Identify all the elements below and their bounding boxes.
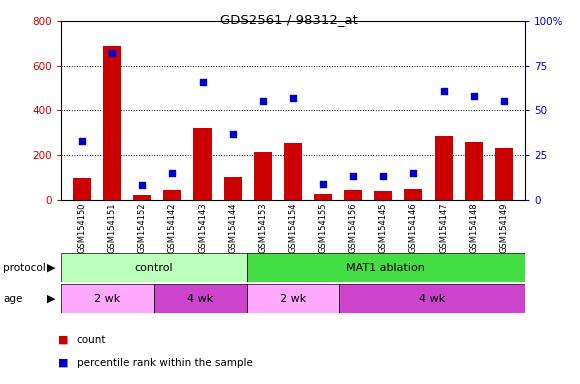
Point [258,98,267,104]
Bar [61,253,246,282]
Point [379,174,388,180]
Bar [154,284,246,313]
Text: protocol: protocol [3,263,46,273]
Bar [253,152,272,200]
Bar [284,143,302,200]
Bar [314,194,332,200]
Bar [434,136,452,200]
Bar [164,190,182,200]
Point [137,182,147,189]
Text: 4 wk: 4 wk [419,293,445,304]
Text: ■: ■ [58,358,68,368]
Bar [133,195,151,200]
Text: percentile rank within the sample: percentile rank within the sample [77,358,252,368]
Text: ▶: ▶ [47,263,56,273]
Bar [224,177,242,200]
Point [168,170,177,176]
Point [469,93,478,99]
Point [228,131,237,137]
Point [439,88,448,94]
Bar [374,191,392,200]
Text: ▶: ▶ [47,293,56,304]
Bar [344,190,362,200]
Text: ■: ■ [58,335,68,345]
Text: 2 wk: 2 wk [94,293,121,304]
Point [107,50,117,56]
Bar [495,148,513,200]
Point [288,95,298,101]
Point [198,79,207,85]
Bar [194,128,212,200]
Text: count: count [77,335,106,345]
Text: control: control [135,263,173,273]
Bar [404,189,422,200]
Text: 2 wk: 2 wk [280,293,306,304]
Bar [465,142,483,200]
Bar [246,253,525,282]
Point [499,98,509,104]
Text: MAT1 ablation: MAT1 ablation [346,263,425,273]
Bar [339,284,525,313]
Point [349,174,358,180]
Bar [73,179,91,200]
Bar [61,284,154,313]
Bar [246,284,339,313]
Text: GDS2561 / 98312_at: GDS2561 / 98312_at [220,13,358,26]
Point [409,170,418,176]
Text: age: age [3,293,22,304]
Point [318,180,328,187]
Point [77,138,86,144]
Bar [103,46,121,200]
Text: 4 wk: 4 wk [187,293,213,304]
